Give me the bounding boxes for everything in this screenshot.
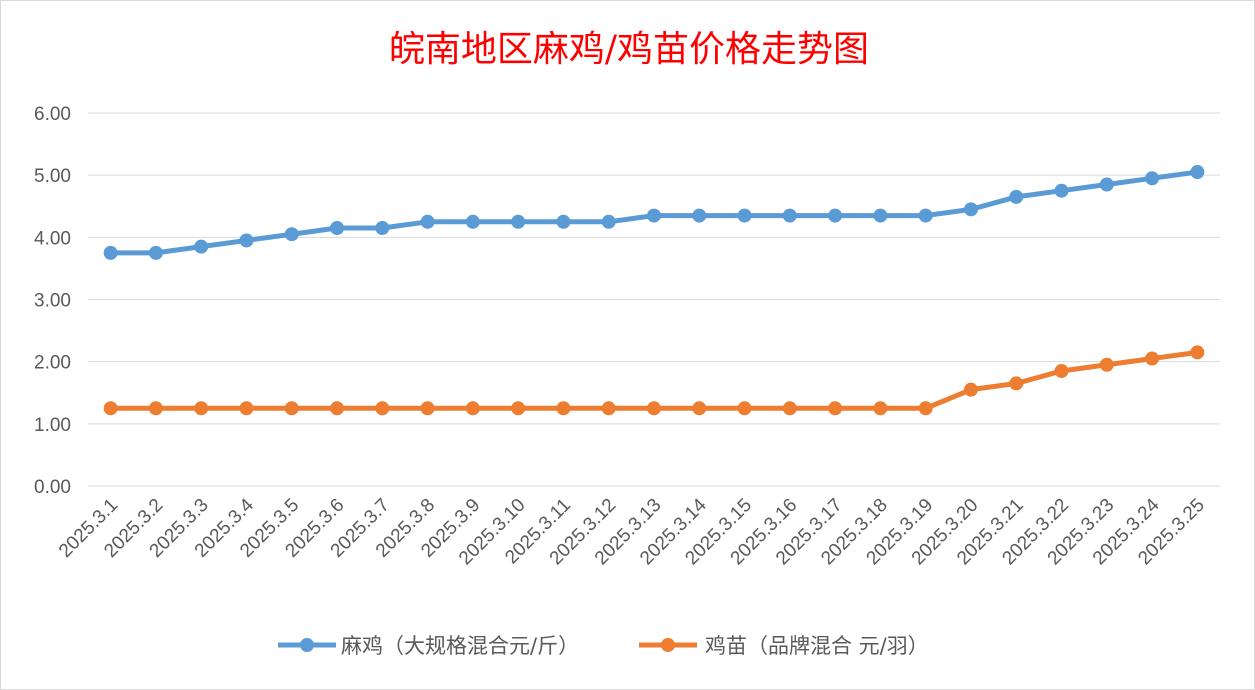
data-point: [647, 208, 661, 223]
data-point: [1054, 363, 1069, 378]
legend-item: 鸡苗（品牌混合 元/羽）: [639, 634, 929, 658]
data-point: [601, 401, 616, 416]
data-point: [284, 401, 299, 416]
series-line: [108, 349, 1200, 411]
data-point: [782, 208, 797, 223]
data-point: [1054, 183, 1069, 198]
legend-swatch-marker: [300, 638, 314, 652]
chart-title: 皖南地区麻鸡/鸡苗价格走势图: [389, 29, 869, 70]
legend-label: 鸡苗（品牌混合 元/羽）: [705, 634, 929, 658]
data-point: [194, 401, 209, 416]
data-point: [148, 245, 163, 260]
data-point: [375, 401, 390, 416]
data-point: [737, 401, 752, 416]
data-point: [284, 227, 299, 242]
data-point: [1009, 376, 1024, 391]
data-point: [873, 208, 888, 223]
data-point: [963, 202, 978, 217]
data-point: [556, 214, 571, 229]
data-point: [692, 401, 707, 416]
data-point: [1145, 171, 1160, 186]
data-point: [465, 214, 480, 229]
legend-label: 麻鸡（大规格混合元/斤）: [341, 634, 579, 658]
y-tick-label: 5.00: [34, 166, 71, 187]
data-point: [918, 208, 933, 223]
data-point: [420, 214, 435, 229]
series-0: [103, 165, 1205, 260]
data-point: [511, 401, 526, 416]
data-point: [918, 401, 933, 416]
y-tick-label: 0.00: [34, 477, 71, 498]
data-point: [239, 401, 254, 416]
data-point: [465, 401, 480, 416]
data-point: [556, 401, 571, 416]
series-lines: [103, 165, 1205, 416]
data-point: [1190, 345, 1205, 360]
legend-item: 麻鸡（大规格混合元/斤）: [278, 634, 579, 658]
data-point: [737, 208, 752, 223]
data-point: [1145, 351, 1160, 366]
y-tick-label: 2.00: [34, 353, 71, 374]
data-point: [330, 221, 345, 236]
y-tick-label: 1.00: [34, 415, 71, 436]
data-point: [511, 214, 526, 229]
legend-swatch-marker: [661, 638, 675, 652]
y-tick-label: 4.00: [34, 228, 71, 249]
data-point: [1009, 189, 1024, 204]
data-point: [420, 401, 435, 416]
data-point: [1099, 177, 1114, 192]
data-point: [103, 401, 118, 416]
data-point: [1099, 357, 1114, 372]
y-tick-label: 6.00: [34, 104, 71, 125]
data-point: [782, 401, 797, 416]
y-tick-label: 3.00: [34, 291, 71, 312]
data-point: [963, 382, 978, 397]
x-axis-tick-labels: 2025.3.12025.3.22025.3.32025.3.42025.3.5…: [55, 494, 1209, 569]
gridlines: [88, 112, 1220, 487]
data-point: [148, 401, 163, 416]
data-point: [239, 233, 254, 248]
series-1: [103, 345, 1205, 416]
data-point: [375, 221, 390, 236]
legend: 麻鸡（大规格混合元/斤） 鸡苗（品牌混合 元/羽）: [278, 634, 929, 658]
data-point: [828, 208, 843, 223]
data-point: [647, 401, 661, 416]
data-point: [330, 401, 345, 416]
data-point: [828, 401, 843, 416]
data-point: [194, 239, 209, 254]
data-point: [873, 401, 888, 416]
data-point: [601, 214, 616, 229]
y-axis-tick-labels: 0.00 1.00 2.00 3.00 4.00 5.00 6.00: [34, 104, 71, 498]
data-point: [1190, 165, 1205, 180]
data-point: [103, 245, 118, 260]
data-point: [692, 208, 707, 223]
